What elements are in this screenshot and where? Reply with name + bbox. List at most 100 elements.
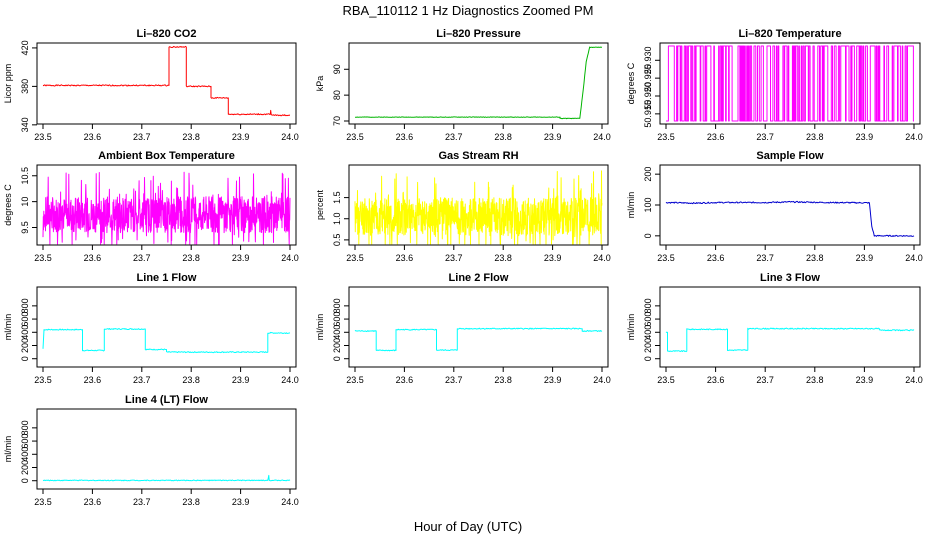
x-tick-label: 23.7 [133, 132, 151, 142]
panel-ylabel: percent [315, 189, 325, 220]
x-tick-label: 23.8 [494, 253, 512, 263]
plot-frame [348, 286, 609, 368]
x-tick-label: 23.7 [756, 253, 774, 263]
x-tick-label: 23.8 [182, 497, 200, 507]
panel-ylabel: ml/min [626, 192, 636, 219]
y-tick-label: 0.5 [332, 234, 342, 247]
x-tick-label: 23.7 [445, 132, 463, 142]
y-tick-label: 0 [643, 233, 653, 238]
x-tick-label: 23.9 [544, 253, 562, 263]
x-tick-label: 23.9 [232, 132, 250, 142]
y-tick-label: 800 [20, 298, 30, 313]
figure-title: RBA_110112 1 Hz Diagnostics Zoomed PM [343, 3, 594, 18]
panel-ylabel: Licor ppm [3, 64, 13, 104]
x-tick-label: 23.7 [133, 253, 151, 263]
x-tick-label: 23.6 [84, 375, 102, 385]
panel-2: Li–820 Pressure kPa 23.5 23.6 23.7 23.8 23.9 24… [315, 28, 611, 142]
series-line [42, 171, 291, 245]
series-line [354, 170, 603, 245]
y-tick-label: 100 [643, 197, 653, 212]
panel-ylabel: ml/min [3, 436, 13, 463]
x-tick-label: 24.0 [905, 132, 923, 142]
y-tick-label: 0 [20, 478, 30, 483]
y-tick-label: 200 [20, 460, 30, 475]
panel-4: Ambient Box Temperature degrees C 23.5 23.6… [3, 150, 299, 263]
y-tick-label: 1.0 [332, 212, 342, 225]
y-tick-label: 0 [332, 356, 342, 361]
y-tick-label: 200 [643, 338, 653, 353]
x-tick-label: 23.6 [396, 253, 414, 263]
x-tick-label: 23.5 [657, 132, 675, 142]
x-tick-label: 23.7 [133, 375, 151, 385]
y-tick-label: 340 [20, 117, 30, 132]
x-tick-label: 23.7 [445, 253, 463, 263]
x-tick-label: 23.8 [182, 375, 200, 385]
y-tick-label: 200 [332, 338, 342, 353]
x-tick-label: 23.9 [856, 375, 874, 385]
panel-7: Line 1 Flow ml/min 23.5 23.6 23.7 23.8 23.9 24.… [3, 272, 299, 385]
x-tick-label: 23.8 [182, 253, 200, 263]
x-tick-label: 23.5 [34, 375, 52, 385]
plot-frame [36, 408, 297, 490]
plot-frame [659, 164, 921, 246]
x-tick-label: 24.0 [593, 253, 611, 263]
x-tick-label: 23.6 [84, 253, 102, 263]
x-tick-label: 23.8 [806, 375, 824, 385]
panel-3: Li–820 Temperature degrees C 23.5 23.6 23.7 2… [626, 28, 923, 142]
y-tick-label: 0 [20, 356, 30, 361]
x-tick-label: 23.8 [806, 253, 824, 263]
plot-frame [348, 42, 609, 125]
y-tick-label: 600 [643, 312, 653, 327]
plot-frame [348, 164, 609, 246]
x-tick-label: 23.8 [806, 132, 824, 142]
y-tick-label: 50.920 [643, 82, 653, 110]
plot-frame [36, 164, 297, 246]
panel-title: Line 2 Flow [449, 272, 509, 284]
y-tick-label: 600 [20, 312, 30, 327]
panel-title: Line 1 Flow [137, 272, 197, 284]
series-line [42, 474, 291, 482]
panel-title: Line 4 (LT) Flow [125, 394, 208, 406]
panel-title: Gas Stream RH [438, 150, 518, 162]
x-tick-label: 23.6 [84, 497, 102, 507]
panel-9: Line 3 Flow ml/min 23.5 23.6 23.7 23.8 23.9 24.… [626, 272, 923, 385]
x-tick-label: 23.9 [856, 253, 874, 263]
panel-title: Line 3 Flow [760, 272, 820, 284]
x-tick-label: 24.0 [281, 253, 299, 263]
x-tick-label: 23.9 [232, 253, 250, 263]
x-tick-label: 23.5 [34, 497, 52, 507]
x-tick-label: 23.5 [346, 132, 364, 142]
plot-frame [36, 42, 297, 125]
y-tick-label: 200 [643, 167, 653, 182]
panel-title: Li–820 Pressure [436, 28, 520, 40]
x-tick-label: 23.5 [657, 253, 675, 263]
x-tick-label: 23.9 [856, 132, 874, 142]
panel-ylabel: ml/min [3, 314, 13, 341]
y-tick-label: 1.5 [332, 191, 342, 204]
y-tick-label: 50.925 [643, 64, 653, 92]
y-tick-label: 10 [20, 197, 30, 207]
x-tick-label: 23.5 [657, 375, 675, 385]
y-tick-label: 600 [20, 434, 30, 449]
panel-ylabel: degrees C [3, 184, 13, 226]
x-tick-label: 23.7 [756, 132, 774, 142]
x-tick-label: 23.6 [707, 375, 725, 385]
panel-title: Ambient Box Temperature [98, 150, 235, 162]
y-tick-label: 10.5 [20, 167, 30, 185]
y-tick-label: 800 [20, 420, 30, 435]
x-tick-label: 23.8 [182, 132, 200, 142]
x-tick-label: 24.0 [281, 497, 299, 507]
y-tick-label: 380 [20, 79, 30, 94]
y-tick-label: 400 [20, 447, 30, 462]
panel-title: Li–820 CO2 [137, 28, 197, 40]
y-tick-label: 0 [643, 356, 653, 361]
x-tick-label: 23.6 [396, 132, 414, 142]
y-tick-label: 800 [643, 298, 653, 313]
y-tick-label: 400 [643, 325, 653, 340]
series-line [42, 45, 291, 117]
x-tick-label: 23.8 [494, 132, 512, 142]
x-tick-label: 23.6 [707, 253, 725, 263]
y-tick-label: 800 [332, 298, 342, 313]
x-tick-label: 23.5 [346, 375, 364, 385]
panel-6: Sample Flow ml/min 23.5 23.6 23.7 23.8 23.9 24.… [626, 150, 923, 263]
